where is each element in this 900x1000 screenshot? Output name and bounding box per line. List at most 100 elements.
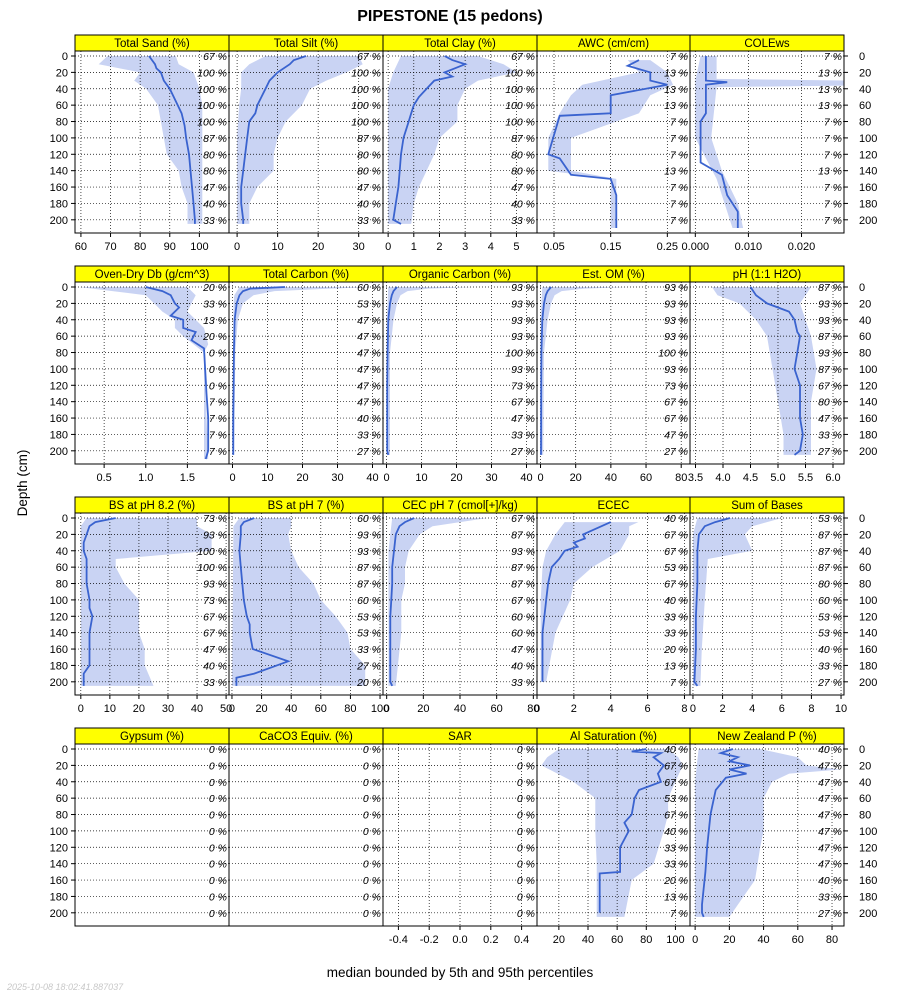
x-tick-label: 60 — [315, 703, 327, 715]
data-coverage-label: 0 % — [209, 348, 227, 360]
x-tick-label: 8 — [808, 703, 814, 715]
data-coverage-label: 20 % — [202, 282, 227, 294]
data-coverage-label: 100 % — [351, 84, 381, 96]
y-tick-label: 100 — [859, 826, 877, 838]
y-tick-label: 120 — [859, 611, 877, 623]
data-coverage-label: 100 % — [197, 84, 227, 96]
data-coverage-label: 0 % — [363, 826, 381, 838]
x-tick-label: 10 — [261, 472, 273, 484]
data-coverage-label: 87 % — [511, 529, 535, 541]
data-coverage-label: 93 % — [664, 315, 688, 327]
y-tick-label: 20 — [859, 298, 871, 310]
panel-title: pH (1:1 H2O) — [733, 269, 802, 281]
data-coverage-label: 67 % — [203, 51, 227, 63]
data-coverage-label: 87 % — [511, 133, 535, 145]
panel-15: Gypsum (%) 0 % 0 % 0 % 0 % 0 % 0 % 0 % 0 % 0 % 0 %… — [50, 727, 230, 927]
y-tick-label: 100 — [859, 133, 877, 145]
x-tick-label: 0 — [534, 703, 540, 715]
data-coverage-label: 100 % — [658, 348, 688, 360]
data-coverage-label: 33 % — [511, 677, 535, 689]
data-coverage-label: 87 % — [203, 133, 227, 145]
data-coverage-label: 47 % — [357, 182, 381, 194]
data-coverage-label: 47 % — [357, 364, 381, 376]
data-coverage-label: 0 % — [209, 875, 227, 887]
data-coverage-label: 27 % — [817, 446, 842, 458]
y-tick-label: 100 — [859, 364, 877, 376]
y-tick-label: 40 — [56, 84, 68, 96]
y-tick-label: 80 — [859, 579, 871, 591]
y-tick-label: 200 — [50, 677, 68, 689]
median-line — [540, 286, 552, 455]
panel-title: Total Sand (%) — [114, 38, 190, 50]
panel-title: New Zealand P (%) — [717, 731, 817, 743]
timestamp: 2025-10-08 18:02:41.887037 — [6, 982, 124, 992]
x-tick-label: 80 — [134, 241, 146, 253]
panel-14: Sum of Bases 53 % 87 % 87 % 87 % 80 % 60 % 53 %… — [689, 496, 877, 715]
y-tick-label: 0 — [859, 744, 865, 756]
panel-4: COLEws 7 % 13 % 13 % 13 % 7 % 7 % 7 % 13 % 7 % 7 %… — [682, 34, 877, 253]
data-coverage-label: 80 % — [357, 166, 381, 178]
y-tick-label: 40 — [859, 777, 871, 789]
y-tick-label: 180 — [859, 198, 877, 210]
data-coverage-label: 13 % — [664, 67, 688, 79]
percentile-band — [695, 749, 841, 917]
data-coverage-label: 7 % — [670, 677, 688, 689]
y-tick-label: 140 — [50, 628, 68, 640]
y-tick-label: 100 — [50, 826, 68, 838]
y-tick-label: 40 — [56, 777, 68, 789]
data-coverage-label: 100 % — [351, 117, 381, 129]
data-coverage-label: 47 % — [357, 380, 381, 392]
y-tick-label: 60 — [56, 100, 68, 112]
data-coverage-label: 53 % — [818, 628, 842, 640]
panel-2: Total Clay (%) 67 % 100 % 100 % 100 % 100 % 87… — [382, 34, 538, 253]
data-coverage-label: 13 % — [818, 84, 842, 96]
panel-title: BS at pH 8.2 (%) — [109, 500, 195, 512]
x-tick-label: 100 — [190, 241, 208, 253]
data-coverage-label: 93 % — [511, 298, 535, 310]
data-coverage-label: 33 % — [357, 215, 381, 227]
x-tick-label: 20 — [296, 472, 308, 484]
panel-11: BS at pH 7 (%) 60 % 93 % 93 % 87 % 87 % 60 % 53… — [228, 496, 389, 715]
x-tick-label: 0 — [383, 472, 389, 484]
data-coverage-label: 67 % — [664, 810, 688, 822]
x-tick-label: 20 — [570, 472, 582, 484]
data-coverage-label: 67 % — [664, 397, 688, 409]
x-tick-label: 10 — [415, 472, 427, 484]
x-tick-label: 6 — [779, 703, 785, 715]
data-coverage-label: 0 % — [363, 760, 381, 772]
y-tick-label: 60 — [859, 331, 871, 343]
y-tick-label: 200 — [859, 446, 877, 458]
data-coverage-label: 100 % — [197, 67, 227, 79]
percentile-band — [232, 518, 366, 686]
x-tick-label: 1.0 — [138, 472, 153, 484]
panel-9: pH (1:1 H2O) 87 % 93 % 93 % 87 % 93 % 87 % 67 %… — [688, 265, 877, 484]
median-line — [392, 55, 468, 225]
x-tick-label: 40 — [520, 472, 532, 484]
data-coverage-label: 33 % — [357, 429, 381, 441]
data-coverage-label: 80 % — [818, 397, 842, 409]
y-tick-label: 80 — [56, 579, 68, 591]
x-tick-label: 20 — [553, 934, 565, 946]
data-coverage-label: 40 % — [511, 660, 535, 672]
data-coverage-label: 47 % — [511, 182, 535, 194]
y-tick-label: 0 — [62, 51, 68, 63]
y-tick-label: 160 — [859, 644, 877, 656]
x-tick-label: 30 — [353, 241, 365, 253]
panel-title: Total Clay (%) — [424, 38, 496, 50]
data-coverage-label: 20 % — [663, 644, 688, 656]
y-tick-label: 100 — [50, 364, 68, 376]
data-coverage-label: 47 % — [511, 644, 535, 656]
data-coverage-label: 0 % — [363, 859, 381, 871]
data-coverage-label: 53 % — [818, 611, 842, 623]
x-tick-label: 2 — [436, 241, 442, 253]
panel-border — [689, 512, 845, 696]
data-coverage-label: 0 % — [517, 908, 535, 920]
data-coverage-label: 100 % — [351, 100, 381, 112]
data-coverage-label: 67 % — [664, 413, 688, 425]
data-coverage-label: 40 % — [818, 644, 842, 656]
data-coverage-label: 47 % — [818, 842, 842, 854]
x-tick-label: 70 — [104, 241, 116, 253]
data-coverage-label: 93 % — [511, 331, 535, 343]
x-tick-label: 60 — [75, 241, 87, 253]
x-tick-label: 60 — [491, 703, 503, 715]
